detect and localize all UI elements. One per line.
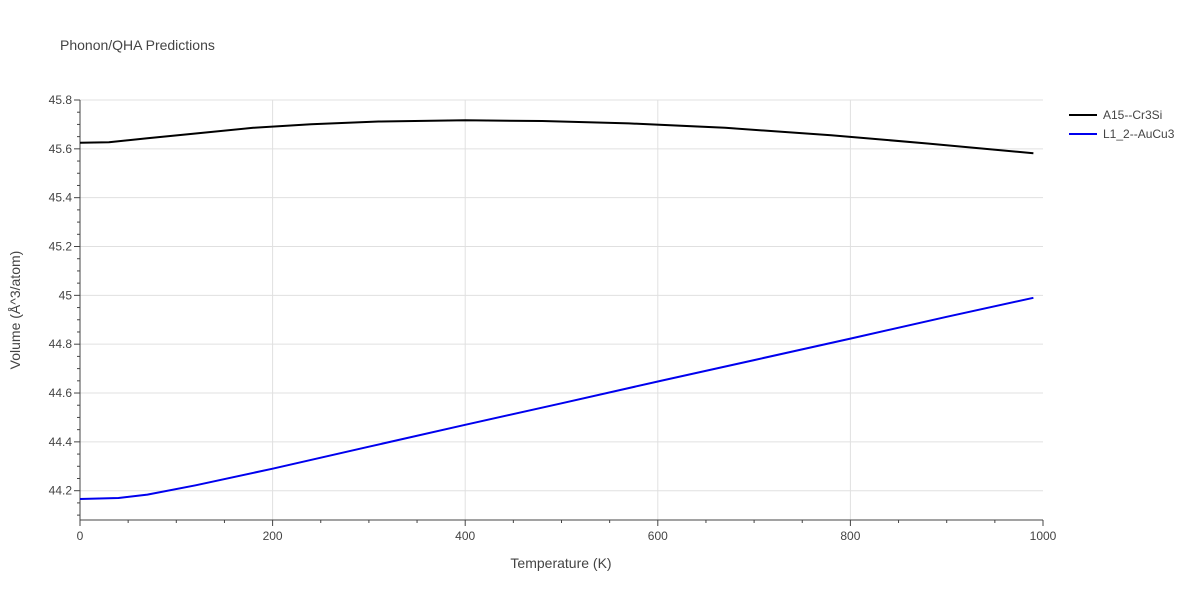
y-tick-label: 45 [59,288,73,302]
axes [74,99,1044,526]
legend[interactable]: A15--Cr3Si L1_2--AuCu3 [1069,108,1175,141]
x-axis-label: Temperature (K) [510,555,611,571]
legend-label: A15--Cr3Si [1103,108,1162,122]
x-tick-label: 600 [648,529,668,543]
y-tick-label: 44.4 [49,435,73,449]
y-tick-label: 45.4 [49,191,73,205]
y-tick-label: 45.6 [49,142,73,156]
series-line-1 [79,119,1034,155]
y-tick-label: 44.8 [49,337,73,351]
y-tick-label: 45.2 [49,240,73,254]
y-tick-label: 45.8 [49,93,73,107]
grid [80,99,1043,520]
x-ticks: 0 200 400 600 800 1000 [77,529,1057,543]
x-tick-label: 0 [77,529,84,543]
series-line-2 [79,296,1034,500]
y-axis-label: Volume (Å^3/atom) [7,251,23,370]
chart-title: Phonon/QHA Predictions [60,37,215,53]
legend-label: L1_2--AuCu3 [1103,127,1175,141]
x-tick-label: 1000 [1030,529,1057,543]
y-tick-label: 44.6 [49,386,73,400]
x-tick-label: 200 [263,529,283,543]
series-lines [79,119,1034,500]
x-tick-label: 400 [455,529,475,543]
y-tick-label: 44.2 [49,484,73,498]
y-ticks: 44.2 44.4 44.6 44.8 45 45.2 45.4 45.6 45.8 [49,93,73,498]
x-tick-label: 800 [840,529,860,543]
